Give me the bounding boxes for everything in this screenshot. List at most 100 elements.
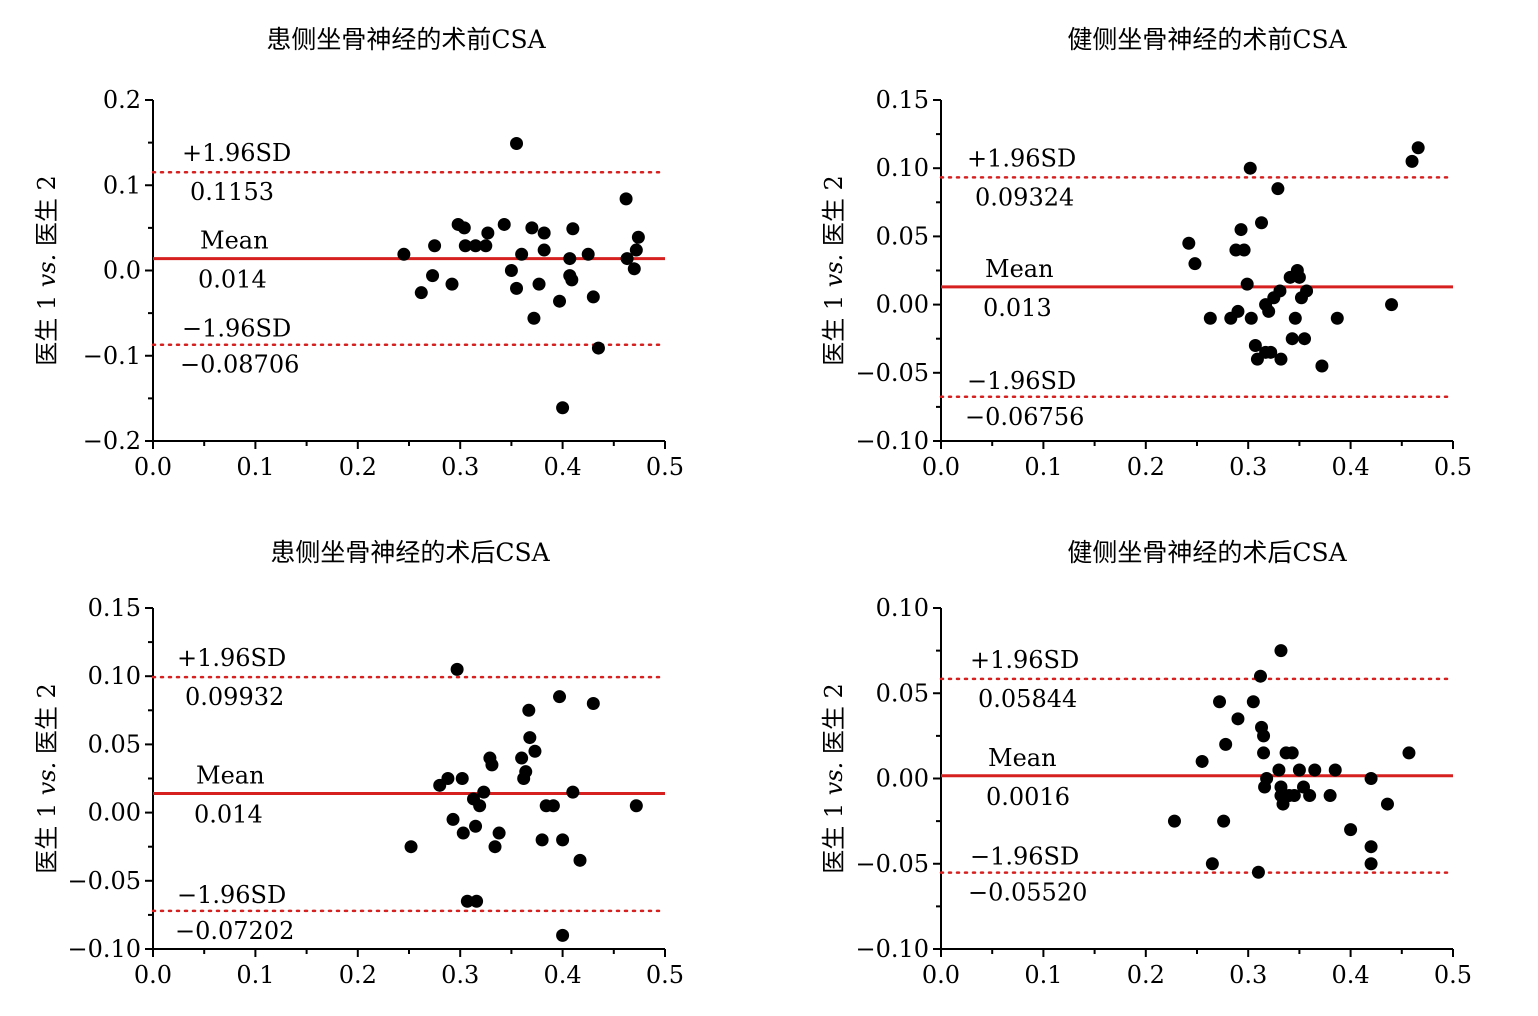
y-tick-label: 0.10 xyxy=(88,662,141,690)
x-tick-label: 0.5 xyxy=(1434,453,1472,481)
x-tick-label: 0.1 xyxy=(236,961,274,989)
data-point xyxy=(1285,746,1299,760)
data-point xyxy=(441,772,455,785)
data-point xyxy=(1364,772,1378,785)
upper-limit-value: 0.09324 xyxy=(975,183,1074,211)
data-point xyxy=(573,853,587,867)
upper-limit-label: +1.96SD xyxy=(177,644,286,672)
lower-limit-label: −1.96SD xyxy=(970,843,1079,871)
data-point xyxy=(1274,352,1288,366)
data-point xyxy=(546,799,560,813)
lower-limit-value: −0.08706 xyxy=(180,351,299,379)
chart-title: 患侧坐骨神经的术前CSA xyxy=(266,25,546,54)
data-point xyxy=(504,264,518,277)
y-tick-label: 0.10 xyxy=(876,154,929,182)
data-point xyxy=(1330,311,1344,325)
data-point xyxy=(470,894,484,908)
data-point xyxy=(553,690,567,704)
chart-panel-4: 健侧坐骨神经的术后CSA 医生 1 vs. 医生 2 0.0 0.1 0.2 0.3 0.4… xyxy=(820,538,1472,989)
y-axis-label: 医生 1 vs. 医生 2 xyxy=(820,683,848,874)
data-point xyxy=(527,311,541,325)
data-point xyxy=(450,662,464,676)
x-tick-label: 0.5 xyxy=(1434,961,1472,989)
y-axis-label: 医生 1 vs. 医生 2 xyxy=(33,683,61,874)
data-point xyxy=(481,226,495,240)
y-tick-label: 0.1 xyxy=(103,171,141,199)
upper-limit-label: +1.96SD xyxy=(182,139,291,167)
data-point xyxy=(519,765,533,779)
data-point xyxy=(1274,644,1288,658)
y-tick-label: 0.05 xyxy=(876,679,929,707)
data-point xyxy=(553,294,567,308)
data-point xyxy=(1344,823,1358,837)
y-tick-label: 0.15 xyxy=(88,594,141,622)
data-point xyxy=(510,281,524,295)
x-tick-label: 0.0 xyxy=(134,453,172,481)
x-tick-label: 0.2 xyxy=(1127,961,1165,989)
y-tick-label: 0.00 xyxy=(876,765,929,793)
data-point xyxy=(1380,797,1394,811)
lower-limit-value: −0.06756 xyxy=(965,403,1084,431)
x-tick-label: 0.4 xyxy=(544,961,582,989)
data-point xyxy=(1234,223,1248,237)
data-point xyxy=(1203,311,1217,325)
y-tick-label: 0.05 xyxy=(876,222,929,250)
data-point xyxy=(510,136,524,150)
x-tick-label: 0.3 xyxy=(1229,453,1267,481)
data-point xyxy=(1292,763,1306,777)
data-point xyxy=(1385,298,1399,312)
y-tick-label: −0.10 xyxy=(855,935,929,963)
mean-label: Mean xyxy=(196,762,265,790)
data-point xyxy=(1231,304,1245,318)
data-point xyxy=(1255,216,1269,230)
data-point xyxy=(522,703,536,717)
data-point xyxy=(1271,182,1285,196)
data-point xyxy=(515,751,529,765)
data-point xyxy=(581,247,595,261)
data-point xyxy=(537,243,551,257)
data-point xyxy=(1195,754,1209,768)
x-tick-label: 0.3 xyxy=(441,453,479,481)
data-point xyxy=(1272,763,1286,777)
x-tick-label: 0.0 xyxy=(922,961,960,989)
x-tick-label: 0.1 xyxy=(1024,961,1062,989)
chart-panel-3: 患侧坐骨神经的术后CSA 医生 1 vs. 医生 2 0.0 0.1 0.2 0.3 0.4… xyxy=(33,538,684,989)
chart-title: 健侧坐骨神经的术后CSA xyxy=(1067,538,1347,567)
data-point xyxy=(523,731,537,745)
mean-label: Mean xyxy=(985,255,1054,283)
data-point xyxy=(1405,154,1419,168)
data-point xyxy=(532,277,546,291)
data-point xyxy=(528,744,542,758)
x-tick-label: 0.3 xyxy=(441,961,479,989)
data-point xyxy=(457,221,471,235)
data-point xyxy=(629,799,643,813)
data-point xyxy=(1246,695,1260,709)
data-point xyxy=(469,819,483,833)
data-point xyxy=(458,239,472,253)
data-point xyxy=(1308,763,1322,777)
data-point xyxy=(1364,857,1378,871)
x-tick-label: 0.1 xyxy=(1024,453,1062,481)
lower-limit-label: −1.96SD xyxy=(967,367,1076,395)
data-point xyxy=(631,230,645,244)
data-point xyxy=(1287,789,1301,803)
data-point xyxy=(537,226,551,240)
mean-value: 0.0016 xyxy=(986,783,1070,811)
data-point xyxy=(460,894,474,908)
x-tick-label: 0.2 xyxy=(1127,453,1165,481)
data-point xyxy=(445,277,459,291)
data-point xyxy=(563,252,577,266)
y-axis-label: 医生 1 vs. 医生 2 xyxy=(820,175,848,366)
data-point xyxy=(1244,311,1258,325)
chart-title: 健侧坐骨神经的术前CSA xyxy=(1067,25,1347,54)
data-point xyxy=(1167,814,1181,828)
data-point xyxy=(1315,359,1329,373)
x-tick-label: 0.2 xyxy=(339,961,377,989)
x-tick-label: 0.2 xyxy=(339,453,377,481)
y-axis-label: 医生 1 vs. 医生 2 xyxy=(33,175,61,366)
y-tick-label: 0.2 xyxy=(103,86,141,114)
data-point xyxy=(1205,857,1219,871)
upper-limit-value: 0.05844 xyxy=(978,685,1077,713)
chart-panel-1: 患侧坐骨神经的术前CSA 医生 1 vs. 医生 2 0.0 0.1 0.2 0.3 0.4… xyxy=(33,25,684,481)
